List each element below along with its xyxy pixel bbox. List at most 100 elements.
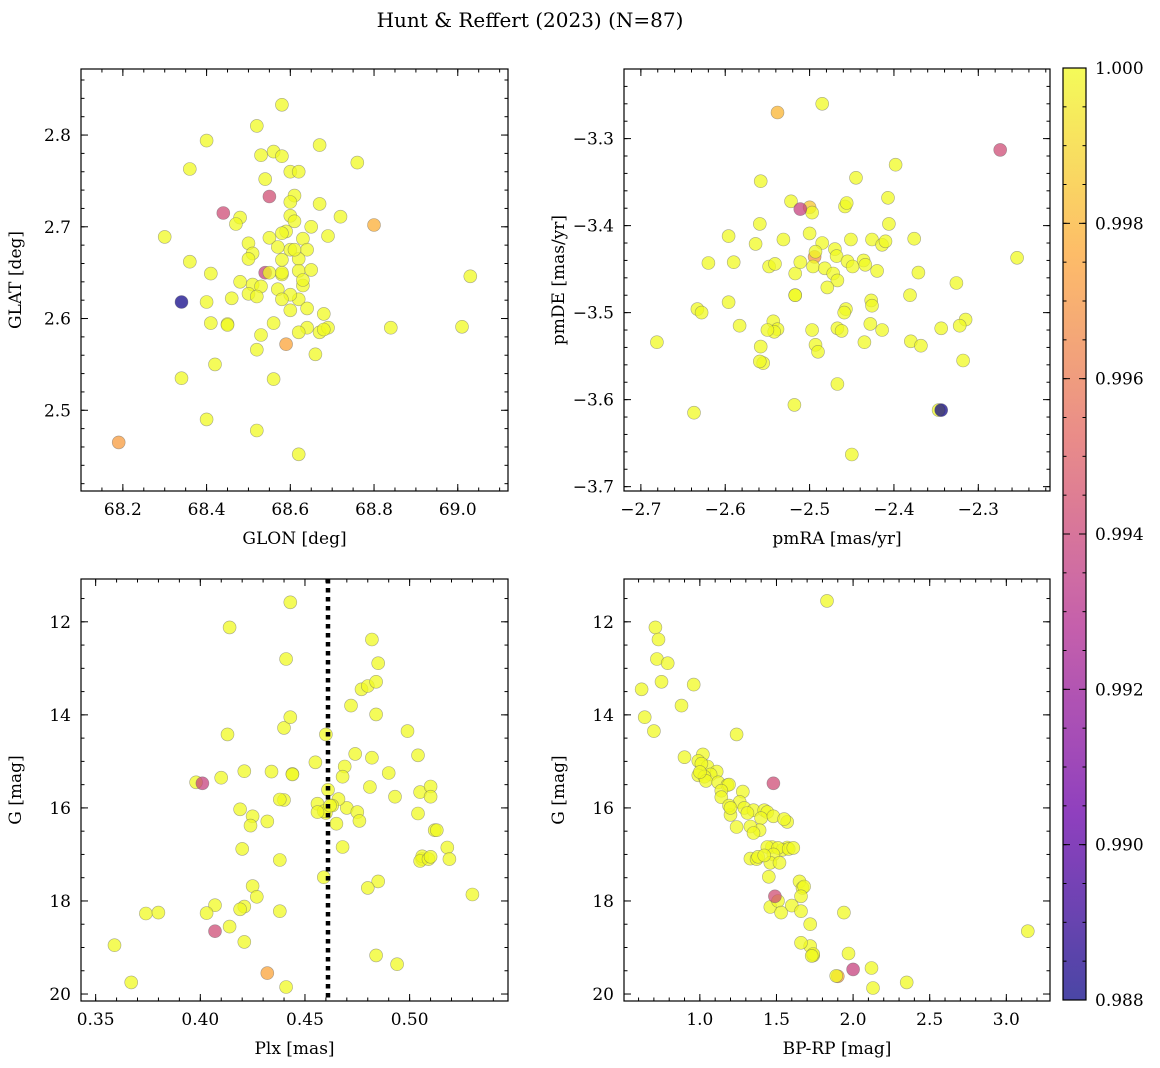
y-tick-label: 12 bbox=[592, 613, 614, 633]
scatter-point bbox=[275, 292, 289, 307]
scatter-point bbox=[272, 904, 287, 919]
scatter-point bbox=[956, 353, 970, 368]
x-tick-label: 2.5 bbox=[916, 1010, 943, 1030]
axes-frame bbox=[80, 68, 509, 492]
scatter-point bbox=[275, 265, 289, 280]
scatter-point bbox=[881, 191, 895, 205]
scatter-point bbox=[701, 256, 716, 270]
scatter-point bbox=[647, 724, 661, 738]
y-tick-label: 2.7 bbox=[44, 218, 71, 238]
scatter-panel-1: 68.2 68.4 68.6 68.8 69.0 2.5 2.6 2.7 2.8 GLON [de… bbox=[6, 68, 509, 549]
scatter-point bbox=[693, 765, 707, 779]
scatter-point bbox=[262, 265, 277, 280]
x-tick-label: 2.0 bbox=[840, 1010, 867, 1030]
scatter-point bbox=[993, 143, 1008, 157]
scatter-point bbox=[634, 682, 649, 697]
scatter-point bbox=[400, 724, 415, 738]
axes-frame bbox=[80, 578, 509, 1002]
scatter-point bbox=[388, 789, 402, 804]
scatter-point bbox=[367, 218, 381, 232]
scatter-point bbox=[220, 318, 235, 332]
scatter-point bbox=[770, 105, 785, 120]
scatter-point bbox=[914, 338, 928, 353]
scatter-point bbox=[768, 257, 782, 271]
y-tick-label: −3.3 bbox=[573, 130, 614, 150]
axis-ticks bbox=[80, 69, 508, 491]
y-tick-label: 12 bbox=[49, 613, 71, 633]
scatter-point bbox=[650, 335, 664, 350]
scatter-point bbox=[222, 620, 237, 635]
scatter-point bbox=[903, 288, 917, 303]
scatter-point bbox=[235, 842, 249, 856]
scatter-point bbox=[371, 874, 386, 889]
scatter-point bbox=[220, 727, 235, 742]
scatter-point bbox=[195, 776, 210, 791]
scatter-point bbox=[806, 259, 820, 274]
scatter-point bbox=[183, 254, 197, 269]
scatter-point bbox=[721, 229, 736, 243]
scatter-point bbox=[654, 674, 669, 689]
scatter-point bbox=[805, 205, 819, 220]
scatter-point bbox=[365, 632, 379, 647]
scatter-point bbox=[208, 357, 222, 372]
scatter-point bbox=[729, 727, 744, 742]
scatter-point bbox=[772, 855, 787, 870]
scatter-point bbox=[270, 240, 285, 254]
scatter-points bbox=[650, 97, 1024, 462]
scatter-point bbox=[423, 849, 438, 864]
scatter-point bbox=[329, 816, 344, 831]
scatter-point bbox=[241, 252, 256, 266]
scatter-point bbox=[766, 776, 781, 791]
scatter-point bbox=[124, 975, 138, 990]
x-tick-label: 3.0 bbox=[993, 1010, 1020, 1030]
scatter-point bbox=[249, 119, 264, 133]
scatter-point bbox=[1010, 250, 1024, 265]
scatter-point bbox=[383, 320, 398, 335]
scatter-point bbox=[777, 812, 791, 826]
scatter-point bbox=[277, 721, 291, 735]
scatter-point bbox=[774, 905, 788, 920]
scatter-point bbox=[316, 307, 331, 321]
y-tick-label: −3.4 bbox=[573, 217, 614, 237]
scatter-point bbox=[911, 265, 926, 280]
panels: 68.2 68.4 68.6 68.8 69.0 2.5 2.6 2.7 2.8 GLON [de… bbox=[6, 68, 1051, 1059]
scatter-point bbox=[411, 806, 425, 821]
scatter-point bbox=[740, 806, 755, 820]
scatter-point bbox=[304, 263, 319, 277]
scatter-point bbox=[788, 266, 803, 281]
x-axis-label: GLON [deg] bbox=[242, 529, 346, 549]
x-tick-label: −2.6 bbox=[705, 500, 746, 520]
scatter-point bbox=[865, 298, 879, 313]
scatter-point bbox=[233, 274, 247, 289]
scatter-point bbox=[784, 194, 798, 209]
scatter-point bbox=[829, 969, 844, 983]
scatter-point bbox=[803, 917, 818, 932]
scatter-point bbox=[360, 881, 375, 895]
x-tick-label: −2.4 bbox=[873, 500, 914, 520]
scatter-point bbox=[371, 656, 386, 671]
scatter-point bbox=[174, 371, 189, 386]
x-tick-label: −2.3 bbox=[958, 500, 999, 520]
scatter-point bbox=[802, 226, 817, 241]
scatter-point bbox=[687, 405, 701, 420]
x-axis-label: Plx [mas] bbox=[254, 1039, 334, 1059]
x-tick-label: 0.35 bbox=[77, 1010, 115, 1030]
scatter-point bbox=[233, 802, 247, 817]
scatter-point bbox=[249, 342, 264, 357]
scatter-point bbox=[335, 769, 350, 784]
axis-ticks bbox=[624, 579, 1050, 1001]
colorbar-tick-label: 1.000 bbox=[1095, 59, 1144, 79]
scatter-point bbox=[820, 280, 835, 295]
scatter-point bbox=[858, 257, 873, 272]
x-tick-label: 1.0 bbox=[686, 1010, 713, 1030]
colorbar-tick-label: 0.990 bbox=[1095, 836, 1144, 856]
colorbar-tick-label: 0.996 bbox=[1095, 370, 1144, 390]
scatter-point bbox=[429, 823, 444, 838]
scatter-point bbox=[272, 853, 287, 867]
scatter-point bbox=[820, 594, 834, 608]
scatter-point bbox=[348, 747, 363, 761]
scatter-point bbox=[237, 935, 252, 949]
scatter-point bbox=[300, 301, 314, 316]
x-tick-label: 68.2 bbox=[104, 500, 142, 520]
scatter-point bbox=[830, 273, 845, 288]
